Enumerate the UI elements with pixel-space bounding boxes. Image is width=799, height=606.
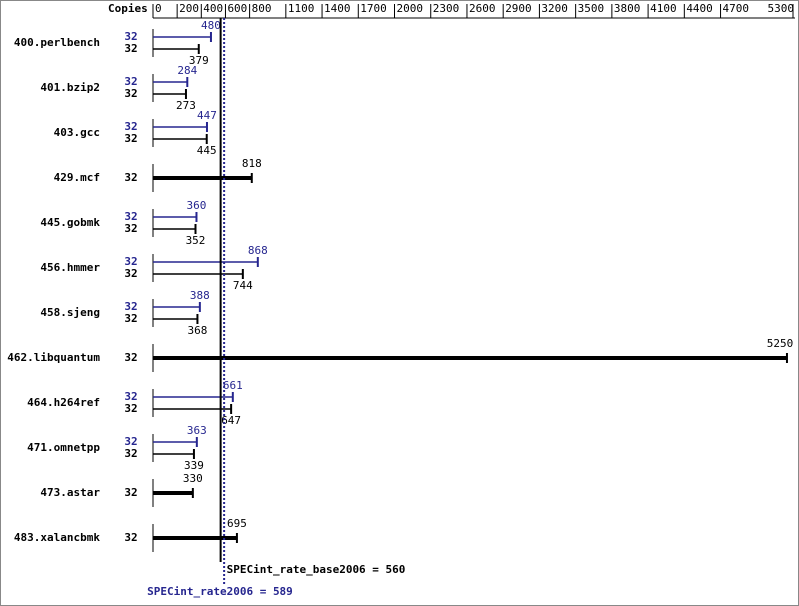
x-tick-label: 3200 xyxy=(541,2,568,15)
x-tick-label: 3500 xyxy=(578,2,605,15)
value-label: 284 xyxy=(177,64,197,77)
value-label: 744 xyxy=(233,279,253,292)
copies-label: 32 xyxy=(124,75,137,88)
copies-label: 32 xyxy=(124,390,137,403)
x-tick-label: 0 xyxy=(155,2,162,15)
reference-label: SPECint_rate_base2006 = 560 xyxy=(227,563,406,576)
copies-label: 32 xyxy=(124,531,137,544)
benchmark-label: 456.hmmer xyxy=(40,261,100,274)
benchmark-label: 462.libquantum xyxy=(7,351,100,364)
benchmark-label: 473.astar xyxy=(40,486,100,499)
value-label: 368 xyxy=(188,324,208,337)
copies-label: 32 xyxy=(124,222,137,235)
benchmark-label: 401.bzip2 xyxy=(40,81,100,94)
benchmark-label: 471.omnetpp xyxy=(27,441,100,454)
copies-label: 32 xyxy=(124,132,137,145)
copies-label: 32 xyxy=(124,210,137,223)
value-label: 360 xyxy=(187,199,207,212)
x-tick-label: 2300 xyxy=(433,2,460,15)
value-label: 695 xyxy=(227,517,247,530)
value-label: 445 xyxy=(197,144,217,157)
benchmark-label: 458.sjeng xyxy=(40,306,100,319)
value-label: 661 xyxy=(223,379,243,392)
copies-label: 32 xyxy=(124,486,137,499)
copies-label: 32 xyxy=(124,435,137,448)
benchmark-label: 400.perlbench xyxy=(14,36,100,49)
value-label: 273 xyxy=(176,99,196,112)
copies-label: 32 xyxy=(124,447,137,460)
value-label: 363 xyxy=(187,424,207,437)
value-label: 5250 xyxy=(767,337,794,350)
copies-label: 32 xyxy=(124,42,137,55)
x-tick-label: 2600 xyxy=(469,2,496,15)
benchmark-label: 445.gobmk xyxy=(40,216,100,229)
copies-label: 32 xyxy=(124,312,137,325)
copies-label: 32 xyxy=(124,87,137,100)
value-label: 480 xyxy=(201,19,221,32)
benchmark-label: 464.h264ref xyxy=(27,396,100,409)
copies-label: 32 xyxy=(124,402,137,415)
benchmark-label: 483.xalancbmk xyxy=(14,531,100,544)
value-label: 868 xyxy=(248,244,268,257)
copies-header: Copies xyxy=(108,2,148,15)
benchmark-label: 429.mcf xyxy=(54,171,100,184)
x-tick-label: 4400 xyxy=(686,2,713,15)
value-label: 330 xyxy=(183,472,203,485)
x-tick-label: 2000 xyxy=(397,2,424,15)
x-tick-label: 5300 xyxy=(768,2,795,15)
copies-label: 32 xyxy=(124,267,137,280)
benchmark-label: 403.gcc xyxy=(54,126,100,139)
x-tick-label: 600 xyxy=(227,2,247,15)
copies-label: 32 xyxy=(124,30,137,43)
value-label: 447 xyxy=(197,109,217,122)
x-tick-label: 200 xyxy=(179,2,199,15)
x-tick-label: 1400 xyxy=(324,2,351,15)
value-label: 818 xyxy=(242,157,262,170)
value-label: 388 xyxy=(190,289,210,302)
value-label: 379 xyxy=(189,54,209,67)
reference-label: SPECint_rate2006 = 589 xyxy=(147,585,293,598)
x-tick-label: 4100 xyxy=(650,2,677,15)
copies-label: 32 xyxy=(124,351,137,364)
value-label: 647 xyxy=(221,414,241,427)
x-tick-label: 3800 xyxy=(614,2,641,15)
copies-label: 32 xyxy=(124,255,137,268)
value-label: 352 xyxy=(186,234,206,247)
copies-label: 32 xyxy=(124,171,137,184)
copies-label: 32 xyxy=(124,300,137,313)
x-tick-label: 2900 xyxy=(505,2,532,15)
copies-label: 32 xyxy=(124,120,137,133)
x-tick-label: 800 xyxy=(252,2,272,15)
value-label: 339 xyxy=(184,459,204,472)
x-tick-label: 1700 xyxy=(360,2,387,15)
x-tick-label: 1100 xyxy=(288,2,315,15)
x-tick-label: 4700 xyxy=(723,2,750,15)
x-tick-label: 400 xyxy=(203,2,223,15)
